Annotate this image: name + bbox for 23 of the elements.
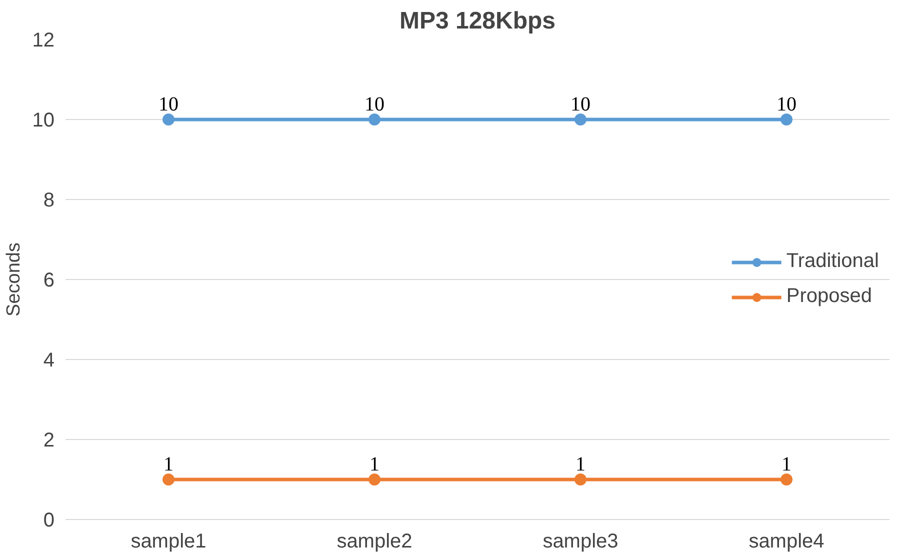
data-label: 10	[570, 94, 590, 116]
y-axis-title: Seconds	[3, 242, 24, 316]
data-label: 1	[164, 454, 174, 476]
x-tick-label: sample1	[130, 530, 206, 552]
legend-label: Traditional	[786, 250, 879, 273]
y-tick-label: 2	[43, 430, 54, 452]
y-tick-label: 6	[43, 270, 54, 292]
data-label: 10	[776, 94, 796, 116]
x-tick-label: sample4	[748, 530, 824, 552]
chart-title: MP3 128Kbps	[399, 8, 556, 34]
data-label: 10	[158, 94, 178, 116]
y-tick-label: 0	[43, 510, 54, 532]
y-tick-label: 4	[43, 350, 54, 372]
x-tick-label: sample2	[336, 530, 412, 552]
data-label: 1	[576, 454, 586, 476]
data-label: 10	[364, 94, 384, 116]
y-tick-label: 8	[43, 190, 54, 212]
data-label: 1	[782, 454, 792, 476]
data-label: 1	[370, 454, 380, 476]
y-tick-label: 12	[32, 30, 55, 52]
x-tick-label: sample3	[542, 530, 618, 552]
y-tick-label: 10	[32, 110, 55, 132]
legend-label: Proposed	[786, 285, 872, 308]
